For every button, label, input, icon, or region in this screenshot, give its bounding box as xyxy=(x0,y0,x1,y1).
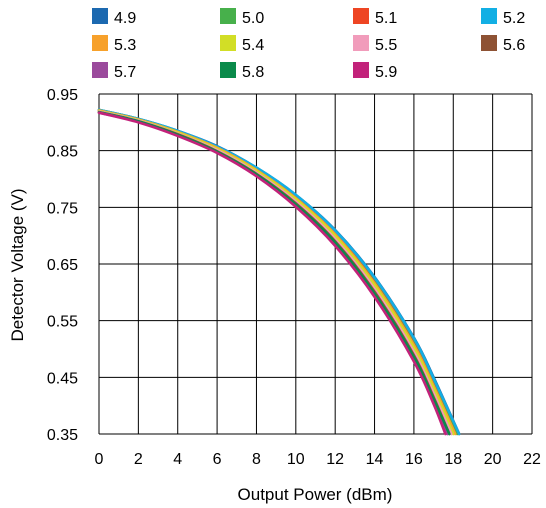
y-tick-label: 0.85 xyxy=(47,144,78,161)
legend-swatch xyxy=(220,62,236,78)
y-tick-label: 0.95 xyxy=(47,87,78,104)
x-tick-label: 6 xyxy=(213,451,222,468)
legend-label: 5.0 xyxy=(242,10,264,27)
x-tick-label: 0 xyxy=(95,451,104,468)
x-tick-label: 20 xyxy=(484,451,502,468)
x-tick-label: 4 xyxy=(173,451,182,468)
x-tick-label: 8 xyxy=(252,451,261,468)
series-lines xyxy=(97,108,461,436)
legend-label: 4.9 xyxy=(114,10,136,27)
x-axis-title: Output Power (dBm) xyxy=(238,485,393,504)
series-line-5.5 xyxy=(97,110,453,436)
legend-swatch xyxy=(481,8,497,24)
x-tick-label: 18 xyxy=(444,451,462,468)
legend-swatch xyxy=(353,35,369,51)
series-line-5.3 xyxy=(97,109,457,436)
x-tick-label: 12 xyxy=(326,451,344,468)
y-axis-title: Detector Voltage (V) xyxy=(8,188,27,341)
series-line-5.7 xyxy=(97,111,449,436)
legend-label: 5.6 xyxy=(503,37,525,54)
tick-labels: 0 2 4 6 8 10 12 14 16 18 20 22 0.35 0.45 0.55 0.65 0.75 0… xyxy=(47,87,541,468)
legend-label: 5.8 xyxy=(242,64,264,81)
legend-swatch xyxy=(92,8,108,24)
y-tick-label: 0.35 xyxy=(47,427,78,444)
legend-swatch xyxy=(353,8,369,24)
y-tick-label: 0.55 xyxy=(47,314,78,331)
legend-swatch xyxy=(92,62,108,78)
x-tick-label: 10 xyxy=(287,451,305,468)
y-tick-label: 0.75 xyxy=(47,200,78,217)
x-tick-label: 16 xyxy=(405,451,423,468)
legend-swatch xyxy=(353,62,369,78)
x-tick-label: 2 xyxy=(134,451,143,468)
legend-label: 5.1 xyxy=(375,10,397,27)
legend-label: 5.4 xyxy=(242,37,264,54)
grid xyxy=(98,93,533,435)
legend-label: 5.7 xyxy=(114,64,136,81)
series-line-5.6 xyxy=(97,110,451,436)
series-line-5.1 xyxy=(97,109,461,436)
series-line-5.0 xyxy=(97,108,459,436)
legend-label: 5.3 xyxy=(114,37,136,54)
series-line-5.2 xyxy=(97,108,461,436)
y-tick-label: 0.45 xyxy=(47,370,78,387)
x-tick-label: 22 xyxy=(523,451,541,468)
x-tick-label: 14 xyxy=(366,451,384,468)
series-line-5.9 xyxy=(97,111,447,436)
legend-label: 5.2 xyxy=(503,10,525,27)
y-tick-label: 0.65 xyxy=(47,257,78,274)
series-line-4.9 xyxy=(97,108,461,436)
series-line-5.8 xyxy=(97,110,451,436)
series-line-5.4 xyxy=(97,109,455,436)
legend-swatch xyxy=(481,35,497,51)
legend-label: 5.5 xyxy=(375,37,397,54)
legend: 4.9 5.0 5.1 5.2 5.3 5.4 5.5 5.6 5.7 5.8 5.9 xyxy=(92,8,525,81)
legend-swatch xyxy=(92,35,108,51)
legend-label: 5.9 xyxy=(375,64,397,81)
legend-swatch xyxy=(220,8,236,24)
legend-swatch xyxy=(220,35,236,51)
